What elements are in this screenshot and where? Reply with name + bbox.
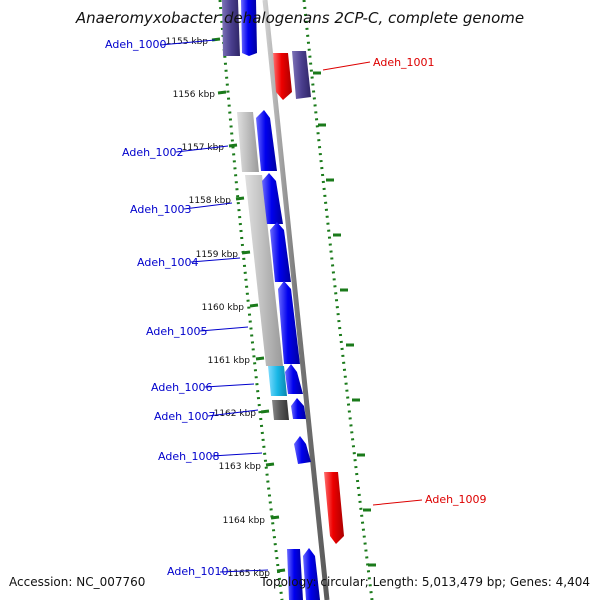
genome-summary-text: Topology: circular; Length: 5,013,479 bp…: [259, 575, 590, 589]
tick-label-1160: 1160 kbp: [202, 303, 245, 313]
tick-label-1157: 1157 kbp: [182, 143, 225, 153]
gene-label-1001: Adeh_1001: [373, 56, 435, 69]
gene-1004-b: [270, 222, 291, 282]
map-title: Anaeromyxobacter dehalogenans 2CP-C, com…: [75, 9, 524, 27]
gene-1002-a: [237, 112, 259, 172]
gene-1006-a: [268, 366, 287, 396]
gene-label-1000: Adeh_1000: [105, 38, 167, 51]
left-dotted-track: [218, 0, 284, 600]
gene-1006-b: [285, 364, 303, 394]
gene-1008: [294, 436, 311, 464]
gene-features: [222, 0, 344, 600]
gene-1002-b: [256, 110, 277, 171]
tick-labels: 1155 kbp 1156 kbp 1157 kbp 1158 kbp 1159…: [166, 37, 271, 579]
accession-text: Accession: NC_007760: [9, 575, 145, 589]
gene-1007-b: [291, 398, 306, 419]
tick-label-1163: 1163 kbp: [219, 462, 262, 472]
gene-label-1003: Adeh_1003: [130, 203, 192, 216]
gene-1001-a: [273, 53, 292, 100]
tick-label-1158: 1158 kbp: [189, 196, 232, 206]
gene-labels: Adeh_1000 Adeh_1001 Adeh_1002 Adeh_1003 …: [105, 38, 487, 578]
label-leaders: [159, 39, 423, 573]
gene-1009: [324, 472, 344, 544]
gene-label-1007: Adeh_1007: [154, 410, 216, 423]
tick-label-1161: 1161 kbp: [208, 356, 251, 366]
gene-label-1004: Adeh_1004: [137, 256, 199, 269]
gene-label-1002: Adeh_1002: [122, 146, 184, 159]
tick-label-1156: 1156 kbp: [173, 90, 216, 100]
gene-label-1010: Adeh_1010: [167, 565, 229, 578]
tick-label-1164: 1164 kbp: [223, 516, 266, 526]
gene-label-1008: Adeh_1008: [158, 450, 220, 463]
gene-1003-b: [262, 173, 283, 224]
tick-label-1162: 1162 kbp: [214, 409, 257, 419]
gene-1007-a: [272, 400, 289, 420]
right-track-ticks: [313, 71, 376, 567]
tick-label-1159: 1159 kbp: [196, 250, 239, 260]
tick-label-1155: 1155 kbp: [166, 37, 209, 47]
right-dotted-track: [302, 0, 374, 600]
gene-label-1005: Adeh_1005: [146, 325, 208, 338]
gene-1001-b: [292, 51, 311, 99]
gene-label-1006: Adeh_1006: [151, 381, 213, 394]
gene-1003-a: [245, 175, 283, 366]
gene-1005-b: [278, 281, 300, 364]
gene-1000-a: [222, 0, 240, 56]
gene-1010-a: [287, 549, 303, 600]
gene-1010-b: [303, 548, 320, 600]
gene-label-1009: Adeh_1009: [425, 493, 487, 506]
gene-1000-b: [241, 0, 257, 56]
tick-label-1165: 1165 kbp: [228, 569, 271, 579]
genome-backbone: [262, 0, 330, 600]
